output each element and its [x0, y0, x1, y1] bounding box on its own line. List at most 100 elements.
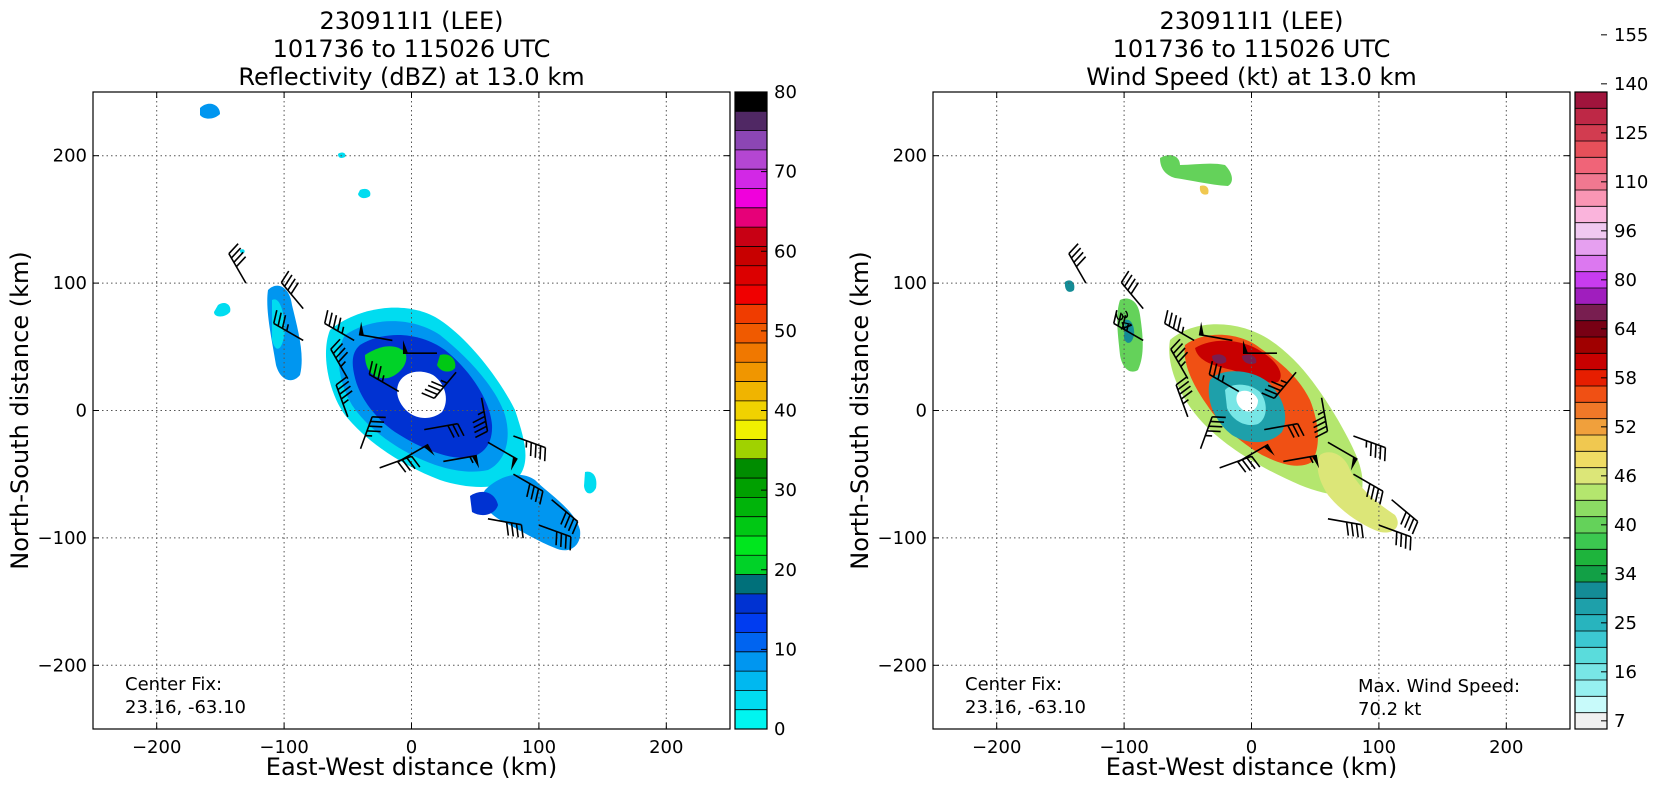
- wind-speed-panel: 230911I1 (LEE) 101736 to 115026 UTC Wind…: [846, 7, 1648, 781]
- colorbar-bin: [1575, 451, 1607, 468]
- colorbar-bin: [735, 149, 767, 170]
- colorbar-bin: [735, 92, 767, 112]
- x-tick-label: 0: [406, 737, 417, 758]
- colorbar-tick-label: 16: [1614, 662, 1637, 683]
- colorbar-bin: [1575, 614, 1607, 632]
- colorbar-tick-label: 7: [1614, 711, 1625, 732]
- colorbar-tick-label: 155: [1614, 25, 1648, 46]
- colorbar-bin: [735, 111, 767, 131]
- wind-barb: [330, 338, 349, 380]
- wind-barb: [421, 371, 457, 400]
- colorbar-bin: [735, 458, 767, 479]
- colorbar-bin: [735, 304, 767, 324]
- wind-barb: [358, 321, 393, 342]
- wind-center-fix-value: 23.16, -63.10: [965, 697, 1086, 718]
- colorbar-bin: [735, 497, 767, 517]
- wind-barb: [1327, 518, 1364, 539]
- colorbar-bin: [735, 613, 767, 633]
- wind-barb: [1264, 422, 1305, 438]
- wind-barb: [1163, 309, 1195, 342]
- wind-barb: [1242, 340, 1277, 354]
- wind-center-fix-label: Center Fix:: [965, 674, 1062, 695]
- colorbar-tick-label: 46: [1614, 466, 1637, 487]
- y-tick-label: −200: [38, 655, 87, 676]
- y-tick-label: 200: [53, 146, 87, 167]
- colorbar-bin: [1575, 157, 1607, 174]
- colorbar-bin: [735, 381, 767, 402]
- colorbar-tick-label: 34: [1614, 564, 1637, 585]
- wind-title-line-2: 101736 to 115026 UTC: [1113, 35, 1391, 63]
- colorbar-bin: [735, 671, 767, 691]
- x-tick-label: −200: [972, 737, 1021, 758]
- wind-barb: [472, 397, 489, 439]
- colorbar-bin: [1575, 206, 1607, 223]
- y-tick-label: 0: [916, 401, 927, 422]
- wind-barb: [359, 415, 386, 449]
- colorbar-tick-label: 50: [774, 321, 797, 342]
- y-tick-label: −100: [38, 528, 87, 549]
- colorbar-tick-label: 10: [774, 639, 797, 660]
- colorbar-tick-label: 40: [774, 401, 797, 422]
- colorbar-bin: [735, 420, 767, 440]
- y-tick-label: −200: [878, 655, 927, 676]
- wind-barb: [368, 360, 400, 393]
- x-tick-label: 200: [1489, 737, 1523, 758]
- colorbar-bin: [1575, 337, 1607, 354]
- colorbar-tick-label: 96: [1614, 221, 1637, 242]
- colorbar-bin: [735, 632, 767, 653]
- wind-colorbar: 7 16 25 34 40 46 52 58 64 80 96 110 125 140 155: [1574, 25, 1648, 732]
- wind-barb: [1353, 473, 1384, 505]
- wind-barb: [424, 422, 465, 438]
- x-tick-label: 100: [1362, 737, 1396, 758]
- colorbar-bin: [735, 651, 767, 672]
- colorbar-tick-label: 20: [774, 560, 797, 581]
- wind-barb: [1219, 455, 1261, 473]
- reflectivity-title-line-1: 230911I1 (LEE): [319, 7, 503, 35]
- colorbar-bin: [1575, 239, 1607, 256]
- colorbar-bin: [1575, 369, 1607, 387]
- max-wind-value: 70.2 kt: [1358, 699, 1421, 720]
- x-tick-label: −200: [132, 737, 181, 758]
- wind-barb: [487, 441, 518, 471]
- colorbar-tick-label: 30: [774, 480, 797, 501]
- reflectivity-title-line-3: Reflectivity (dBZ) at 13.0 km: [238, 63, 584, 91]
- colorbar-bin: [735, 323, 767, 344]
- colorbar-bin: [1575, 712, 1607, 730]
- wind-barb: [1199, 415, 1226, 449]
- wind-title-line-3: Wind Speed (kt) at 13.0 km: [1086, 63, 1417, 91]
- wind-field: [1064, 155, 1398, 533]
- wind-barb: [1112, 309, 1144, 342]
- colorbar-bin: [735, 130, 767, 151]
- colorbar-bin: [1575, 353, 1607, 370]
- colorbar-tick-label: 70: [774, 162, 797, 183]
- wind-barb: [379, 455, 421, 473]
- colorbar-bin: [1575, 565, 1607, 583]
- colorbar-bin: [1575, 435, 1607, 452]
- colorbar-bin: [1575, 141, 1607, 158]
- colorbar-bin: [735, 285, 767, 305]
- wind-barb: [487, 518, 524, 539]
- reflectivity-wind-barbs: [228, 243, 579, 551]
- wind-barb: [228, 243, 247, 284]
- colorbar-tick-label: 80: [774, 82, 797, 103]
- colorbar-bin: [1575, 255, 1607, 272]
- colorbar-bin: [1575, 533, 1607, 550]
- colorbar-bin: [1575, 631, 1607, 648]
- reflectivity-center-fix-value: 23.16, -63.10: [125, 697, 246, 718]
- colorbar-bin: [1575, 696, 1607, 713]
- colorbar-bin: [735, 400, 767, 421]
- y-tick-label: 200: [893, 146, 927, 167]
- x-tick-label: 200: [649, 737, 683, 758]
- wind-barb: [335, 376, 353, 418]
- colorbar-bin: [735, 555, 767, 575]
- wind-barb: [1068, 243, 1087, 284]
- wind-barb: [402, 340, 437, 354]
- wind-y-axis-label: North-South distance (km): [846, 251, 874, 570]
- colorbar-bin: [735, 535, 767, 556]
- colorbar-tick-label: 58: [1614, 368, 1637, 389]
- wind-barb: [513, 435, 547, 462]
- colorbar-bin: [735, 690, 767, 710]
- colorbar-tick-label: 0: [774, 719, 785, 740]
- y-tick-label: 100: [53, 273, 87, 294]
- wind-barb: [551, 499, 579, 535]
